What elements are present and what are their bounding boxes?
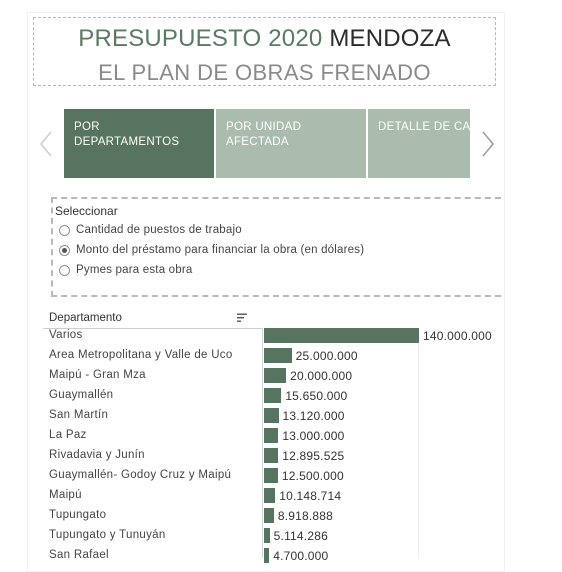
table-row[interactable]: Varios 140.000.000: [0, 327, 562, 347]
bar-value-label: 12.895.525: [282, 449, 345, 463]
bar[interactable]: [264, 328, 419, 343]
row-label: Guaymallén- Godoy Cruz y Maipú: [49, 469, 232, 481]
bar[interactable]: [264, 508, 274, 523]
bar-value-label: 13.000.000: [282, 429, 345, 443]
sort-icon[interactable]: [236, 312, 248, 324]
bar-value-label: 12.500.000: [281, 469, 344, 483]
table-row[interactable]: Tupungato 8.918.888: [0, 507, 562, 527]
table-row[interactable]: San Martín 13.120.000: [0, 407, 562, 427]
bar-value-label: 15.650.000: [285, 389, 348, 403]
table-row[interactable]: Guaymallén- Godoy Cruz y Maipú 12.500.000: [0, 467, 562, 487]
column-header-departamento: Departamento: [49, 312, 122, 324]
chevron-right-icon[interactable]: [481, 130, 495, 158]
radio-label: Pymes para esta obra: [76, 264, 193, 276]
tab-por-unidad-afectada[interactable]: POR UNIDAD AFECTADA: [216, 109, 366, 178]
table-row[interactable]: La Paz 13.000.000: [0, 427, 562, 447]
bar-value-label: 140.000.000: [423, 329, 492, 343]
bar[interactable]: [264, 348, 292, 363]
table-row[interactable]: Guaymallén 15.650.000: [0, 387, 562, 407]
row-label: Area Metropolitana y Valle de Uco: [49, 349, 233, 361]
title-box: PRESUPUESTO 2020 MENDOZA EL PLAN DE OBRA…: [33, 17, 496, 86]
bar-value-label: 13.120.000: [282, 409, 345, 423]
radio-option-puestos[interactable]: Cantidad de puestos de trabajo: [59, 221, 242, 239]
table-row[interactable]: Rivadavia y Junín 12.895.525: [0, 447, 562, 467]
row-label: Varios: [49, 329, 83, 341]
radio-option-monto[interactable]: Monto del préstamo para financiar la obr…: [59, 241, 364, 259]
grid-line: [418, 328, 419, 558]
page-title: PRESUPUESTO 2020 MENDOZA: [34, 25, 495, 53]
radio-option-pymes[interactable]: Pymes para esta obra: [59, 261, 193, 279]
bar-value-label: 25.000.000: [295, 349, 358, 363]
bar[interactable]: [264, 548, 270, 563]
bar[interactable]: [264, 488, 276, 503]
chevron-left-icon[interactable]: [39, 130, 53, 158]
row-label: San Martín: [49, 409, 109, 421]
table-header: Departamento: [43, 309, 262, 329]
row-label: La Paz: [49, 429, 87, 441]
page-subtitle: EL PLAN DE OBRAS FRENADO: [98, 60, 431, 85]
bar-value-label: 5.114.286: [273, 529, 328, 543]
title-part-dark: MENDOZA: [329, 25, 451, 52]
radio-button[interactable]: [59, 224, 70, 236]
bar[interactable]: [264, 448, 279, 463]
bar-value-label: 4.700.000: [273, 549, 329, 563]
row-label: Rivadavia y Junín: [49, 449, 145, 461]
bar[interactable]: [264, 408, 279, 423]
row-label: Maipú: [49, 489, 82, 501]
row-label: Guaymallén: [49, 389, 114, 401]
parameter-label: Seleccionar: [55, 204, 118, 218]
bar[interactable]: [264, 528, 270, 543]
radio-label: Monto del préstamo para financiar la obr…: [76, 244, 365, 256]
axis-divider: [262, 328, 263, 558]
bar-value-label: 8.918.888: [277, 509, 334, 523]
tab-detalle-de-cada-obra[interactable]: DETALLE DE CADA OBRA: [368, 109, 470, 178]
parameter-selector: Seleccionar Cantidad de puestos de traba…: [51, 197, 501, 297]
radio-button-selected[interactable]: [59, 244, 70, 256]
bar[interactable]: [264, 468, 278, 483]
radio-label: Cantidad de puestos de trabajo: [76, 224, 242, 236]
table-row[interactable]: Maipú 10.148.714: [0, 487, 562, 507]
bar[interactable]: [264, 388, 282, 403]
bar[interactable]: [264, 368, 287, 383]
tab-por-departamentos[interactable]: POR DEPARTAMENTOS: [64, 109, 214, 178]
row-label: Tupungato: [49, 509, 107, 521]
table-row[interactable]: Maipú - Gran Mza 20.000.000: [0, 367, 562, 387]
radio-button[interactable]: [59, 264, 70, 276]
row-label: Tupungato y Tunuyán: [49, 529, 166, 541]
bar[interactable]: [264, 428, 279, 443]
table-row[interactable]: Tupungato y Tunuyán 5.114.286: [0, 527, 562, 547]
table-row[interactable]: Area Metropolitana y Valle de Uco 25.000.…: [0, 347, 562, 367]
row-label: Maipú - Gran Mza: [49, 369, 146, 381]
bar-value-label: 20.000.000: [290, 369, 353, 383]
table-row[interactable]: San Rafael 4.700.000: [0, 547, 562, 567]
title-part-green: PRESUPUESTO 2020: [78, 25, 330, 52]
navigation-tabs: POR DEPARTAMENTOS POR UNIDAD AFECTADA DE…: [64, 109, 470, 179]
row-label: San Rafael: [49, 549, 109, 561]
bar-value-label: 10.148.714: [279, 489, 342, 503]
